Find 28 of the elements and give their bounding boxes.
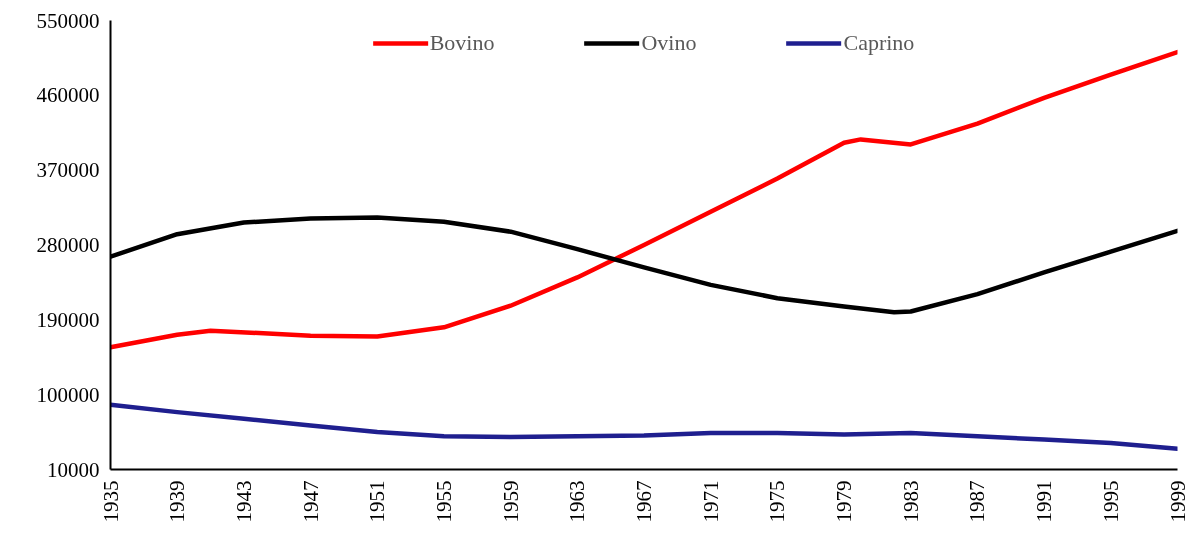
x-tick-label: 1995	[1098, 480, 1123, 523]
x-tick-label: 1951	[365, 480, 390, 523]
x-tick-label: 1955	[431, 480, 456, 523]
y-tick-label: 190000	[36, 307, 100, 332]
y-tick-label: 460000	[36, 83, 100, 108]
y-tick-label: 550000	[36, 8, 100, 33]
x-tick-label: 1959	[498, 480, 523, 523]
y-tick-label: 370000	[36, 158, 100, 183]
x-tick-label: 1943	[231, 480, 256, 523]
x-tick-label: 1963	[565, 480, 590, 523]
x-tick-label: 1939	[165, 480, 190, 523]
x-tick-label: 1947	[298, 480, 323, 523]
x-tick-label: 1991	[1032, 480, 1057, 523]
x-tick-label: 1987	[965, 480, 990, 523]
x-tick-label: 1967	[632, 480, 656, 523]
x-tick-label: 1975	[765, 480, 790, 523]
legend-label: Caprino	[843, 30, 915, 56]
legend-label: Ovino	[641, 30, 697, 56]
x-tick-label: 1971	[698, 480, 723, 523]
y-tick-label: 280000	[36, 233, 100, 257]
x-tick-label: 1935	[98, 480, 123, 523]
y-tick-label: 10000	[47, 457, 100, 482]
x-tick-label: 1983	[898, 480, 923, 523]
x-tick-label: 1999	[1165, 480, 1187, 523]
y-tick-label: 100000	[36, 382, 100, 407]
legend-label: Bovino	[429, 30, 495, 56]
x-tick-label: 1979	[832, 480, 857, 523]
line-series	[110, 402, 1178, 451]
